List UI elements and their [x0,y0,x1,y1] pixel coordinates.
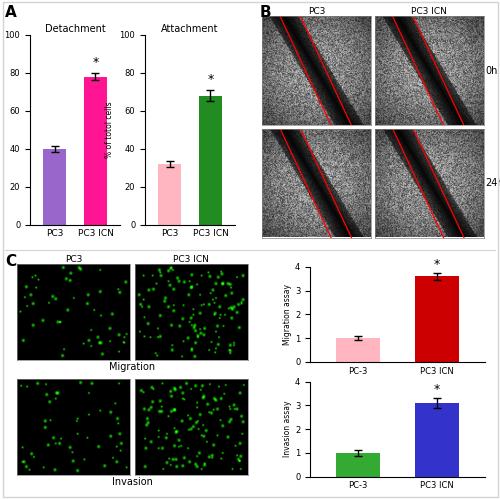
Text: *: * [92,56,98,69]
Y-axis label: Migration assay: Migration assay [283,284,292,345]
Text: 24h: 24h [486,178,500,189]
Title: Detachment: Detachment [44,24,106,34]
Text: *: * [434,258,440,271]
Text: C: C [5,254,16,269]
Bar [158,164,181,225]
Title: PC3: PC3 [308,7,325,16]
Y-axis label: % of totol cells: % of totol cells [105,101,114,158]
Text: 0h: 0h [486,66,498,76]
Text: Invasion: Invasion [112,477,153,487]
Bar [336,453,380,477]
Text: *: * [208,73,214,86]
Bar [199,96,222,225]
Bar [336,338,380,362]
Y-axis label: Invasion assay: Invasion assay [283,401,292,458]
Title: PC3: PC3 [65,255,82,264]
Text: A: A [5,5,17,20]
Text: B: B [260,5,272,20]
Bar [416,276,459,362]
Bar [44,149,66,225]
Title: Attachment: Attachment [161,24,219,34]
Text: *: * [434,383,440,396]
Bar [84,77,106,225]
Bar [416,403,459,477]
Title: PC3 ICN: PC3 ICN [411,7,447,16]
Title: PC3 ICN: PC3 ICN [174,255,209,264]
Text: Migration: Migration [110,362,156,372]
